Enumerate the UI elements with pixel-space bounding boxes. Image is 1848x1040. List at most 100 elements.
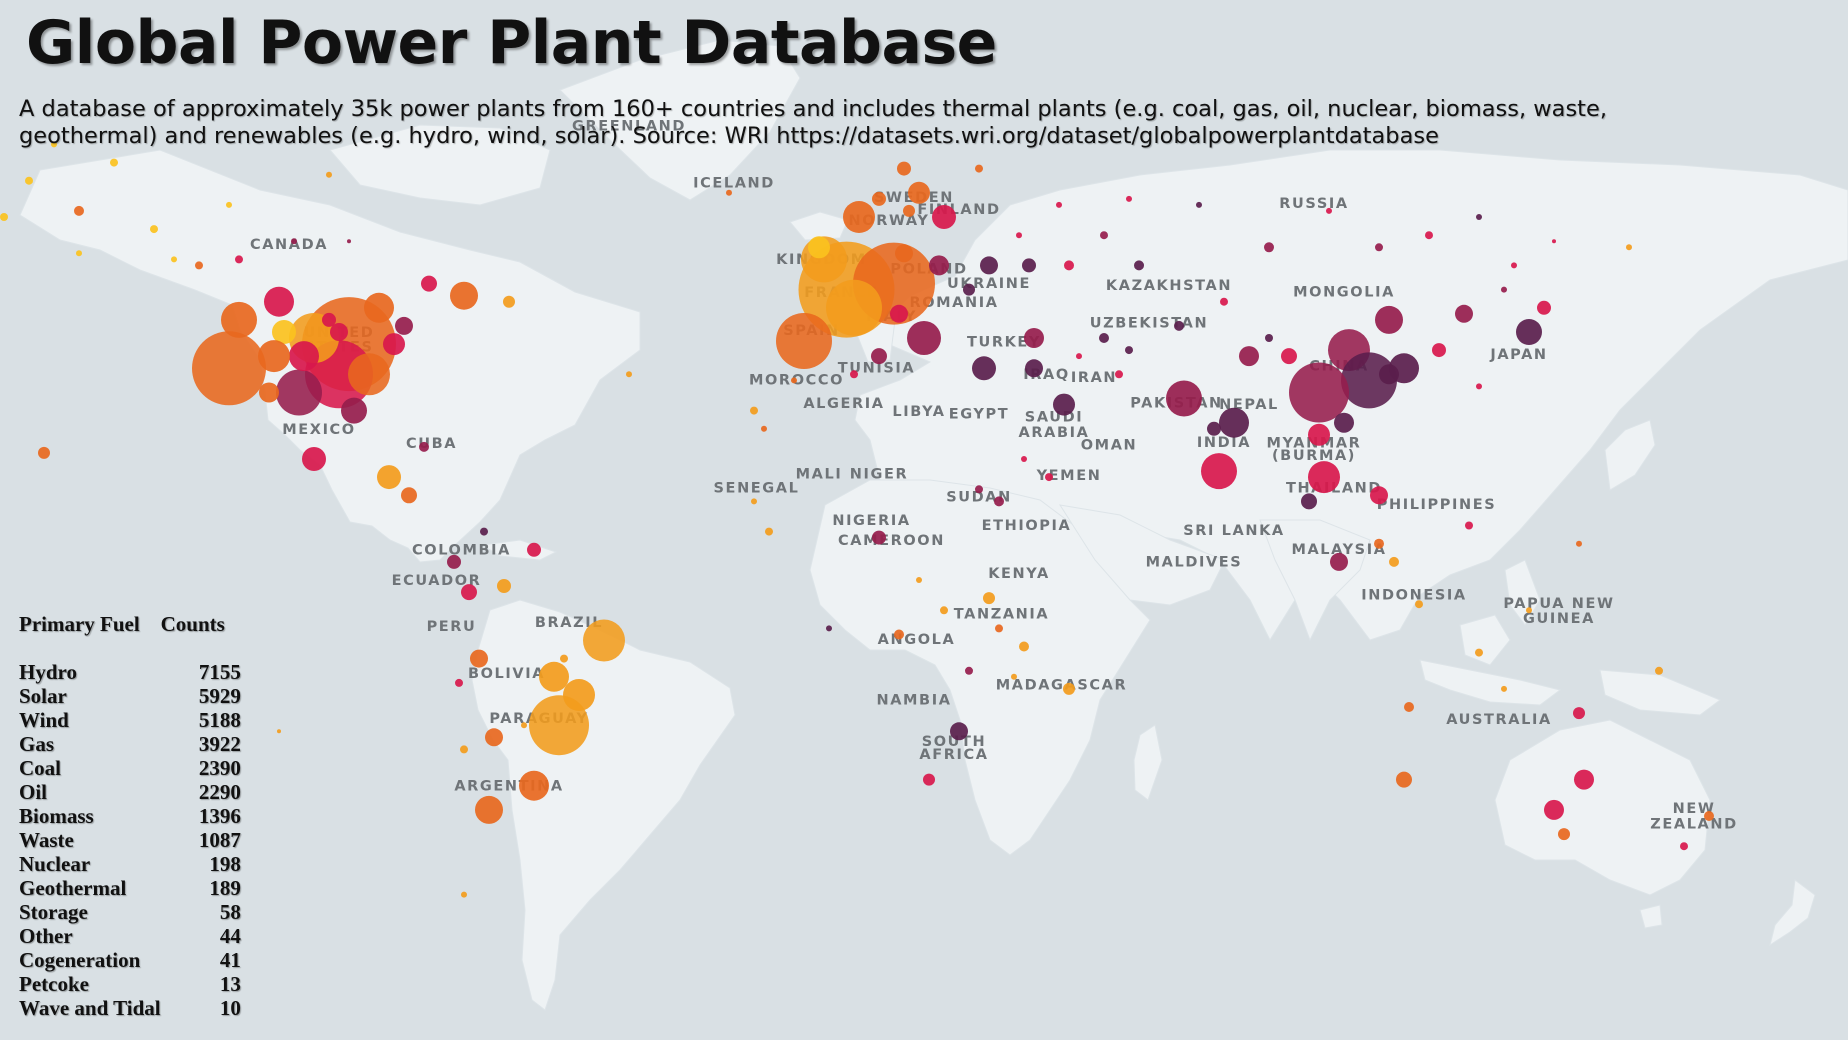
power-plant-bubble[interactable] xyxy=(895,244,913,263)
power-plant-bubble[interactable] xyxy=(1501,286,1507,293)
power-plant-bubble[interactable] xyxy=(626,371,632,378)
power-plant-bubble[interactable] xyxy=(826,625,832,632)
power-plant-bubble[interactable] xyxy=(1220,297,1228,306)
power-plant-bubble[interactable] xyxy=(983,592,995,605)
power-plant-bubble[interactable] xyxy=(377,465,401,490)
power-plant-bubble[interactable] xyxy=(461,584,477,601)
power-plant-bubble[interactable] xyxy=(503,295,515,308)
power-plant-bubble[interactable] xyxy=(1475,648,1483,657)
power-plant-bubble[interactable] xyxy=(1526,607,1532,614)
power-plant-bubble[interactable] xyxy=(326,171,332,178)
power-plant-bubble[interactable] xyxy=(1289,362,1349,423)
power-plant-bubble[interactable] xyxy=(808,236,830,259)
power-plant-bubble[interactable] xyxy=(527,542,541,557)
power-plant-bubble[interactable] xyxy=(195,261,203,270)
power-plant-bubble[interactable] xyxy=(750,406,758,415)
power-plant-bubble[interactable] xyxy=(1465,521,1473,530)
power-plant-bubble[interactable] xyxy=(74,205,84,216)
power-plant-bubble[interactable] xyxy=(1396,771,1412,788)
power-plant-bubble[interactable] xyxy=(1021,456,1027,462)
power-plant-bubble[interactable] xyxy=(1011,673,1017,680)
power-plant-bubble[interactable] xyxy=(421,275,437,292)
power-plant-bubble[interactable] xyxy=(259,382,279,403)
power-plant-bubble[interactable] xyxy=(908,181,930,204)
power-plant-bubble[interactable] xyxy=(1099,333,1109,343)
power-plant-bubble[interactable] xyxy=(461,891,467,898)
power-plant-bubble[interactable] xyxy=(1016,232,1022,239)
power-plant-bubble[interactable] xyxy=(890,304,908,323)
power-plant-bubble[interactable] xyxy=(475,795,503,824)
power-plant-bubble[interactable] xyxy=(871,348,887,365)
power-plant-bubble[interactable] xyxy=(258,340,290,373)
power-plant-bubble[interactable] xyxy=(1455,304,1473,323)
power-plant-bubble[interactable] xyxy=(975,164,983,173)
power-plant-bubble[interactable] xyxy=(972,356,996,381)
power-plant-bubble[interactable] xyxy=(1576,540,1582,547)
power-plant-bubble[interactable] xyxy=(470,649,488,668)
power-plant-bubble[interactable] xyxy=(1056,201,1062,208)
power-plant-bubble[interactable] xyxy=(1064,260,1074,271)
power-plant-bubble[interactable] xyxy=(1265,334,1273,342)
power-plant-bubble[interactable] xyxy=(226,201,232,208)
power-plant-bubble[interactable] xyxy=(235,255,243,264)
power-plant-bubble[interactable] xyxy=(1552,239,1556,244)
power-plant-bubble[interactable] xyxy=(485,728,503,747)
power-plant-bubble[interactable] xyxy=(383,333,405,356)
power-plant-bubble[interactable] xyxy=(560,654,568,663)
power-plant-bubble[interactable] xyxy=(1425,231,1433,240)
power-plant-bubble[interactable] xyxy=(192,331,266,406)
power-plant-bubble[interactable] xyxy=(1516,319,1542,345)
power-plant-bubble[interactable] xyxy=(455,678,463,687)
power-plant-bubble[interactable] xyxy=(1476,383,1482,390)
power-plant-bubble[interactable] xyxy=(1389,556,1399,567)
power-plant-bubble[interactable] xyxy=(751,498,757,505)
power-plant-bubble[interactable] xyxy=(1704,811,1714,821)
power-plant-bubble[interactable] xyxy=(480,527,488,536)
power-plant-bubble[interactable] xyxy=(330,323,348,341)
power-plant-bubble[interactable] xyxy=(975,485,983,494)
power-plant-bubble[interactable] xyxy=(395,316,413,335)
power-plant-bubble[interactable] xyxy=(401,487,417,504)
power-plant-bubble[interactable] xyxy=(791,377,797,384)
power-plant-bubble[interactable] xyxy=(1573,707,1585,720)
power-plant-bubble[interactable] xyxy=(1375,305,1403,334)
power-plant-bubble[interactable] xyxy=(302,447,326,471)
power-plant-bubble[interactable] xyxy=(51,141,57,148)
power-plant-bubble[interactable] xyxy=(923,773,935,786)
power-plant-bubble[interactable] xyxy=(1166,380,1202,417)
power-plant-bubble[interactable] xyxy=(903,204,915,217)
power-plant-bubble[interactable] xyxy=(419,441,429,452)
power-plant-bubble[interactable] xyxy=(277,729,281,734)
power-plant-bubble[interactable] xyxy=(1281,348,1297,365)
power-plant-bubble[interactable] xyxy=(272,320,296,344)
power-plant-bubble[interactable] xyxy=(519,770,549,801)
power-plant-bubble[interactable] xyxy=(965,666,973,675)
power-plant-bubble[interactable] xyxy=(916,577,922,583)
power-plant-bubble[interactable] xyxy=(521,722,527,729)
power-plant-bubble[interactable] xyxy=(1301,493,1317,510)
power-plant-bubble[interactable] xyxy=(221,301,257,338)
power-plant-bubble[interactable] xyxy=(1076,353,1082,360)
power-plant-bubble[interactable] xyxy=(322,312,336,327)
power-plant-bubble[interactable] xyxy=(289,341,319,372)
power-plant-bubble[interactable] xyxy=(348,353,390,396)
power-plant-bubble[interactable] xyxy=(347,239,351,244)
power-plant-bubble[interactable] xyxy=(907,321,941,355)
power-plant-bubble[interactable] xyxy=(843,201,875,233)
power-plant-bubble[interactable] xyxy=(539,661,569,692)
power-plant-bubble[interactable] xyxy=(1239,346,1259,367)
power-plant-bubble[interactable] xyxy=(150,225,158,234)
power-plant-bubble[interactable] xyxy=(980,256,998,275)
power-plant-bubble[interactable] xyxy=(1326,207,1332,214)
power-plant-bubble[interactable] xyxy=(364,292,394,323)
power-plant-bubble[interactable] xyxy=(291,238,297,245)
power-plant-bubble[interactable] xyxy=(726,189,732,196)
power-plant-bubble[interactable] xyxy=(1374,538,1384,549)
power-plant-bubble[interactable] xyxy=(1125,346,1133,355)
power-plant-bubble[interactable] xyxy=(1174,320,1184,331)
power-plant-bubble[interactable] xyxy=(1476,214,1482,220)
power-plant-bubble[interactable] xyxy=(995,624,1003,633)
power-plant-bubble[interactable] xyxy=(1537,300,1551,315)
power-plant-bubble[interactable] xyxy=(1389,353,1419,384)
power-plant-bubble[interactable] xyxy=(940,606,948,615)
